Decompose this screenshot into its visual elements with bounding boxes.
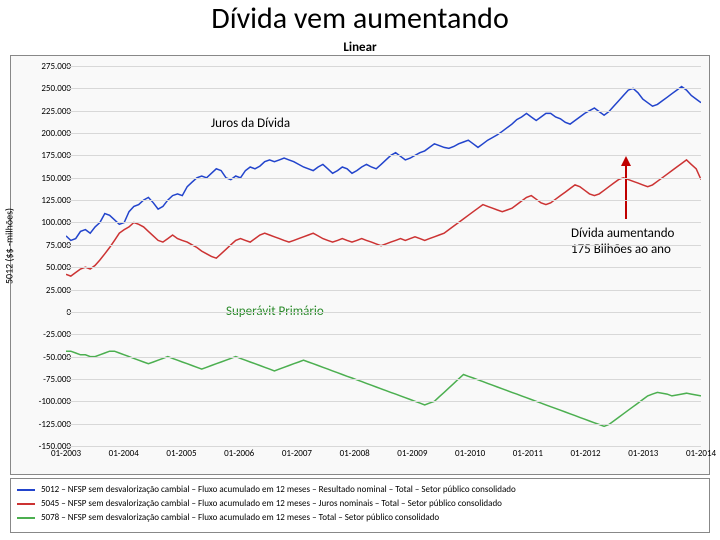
x-tick-label: 01-2003 — [51, 448, 81, 459]
y-tick-label: 175.000 — [21, 150, 71, 161]
y-tick-label: -100.000 — [21, 396, 71, 407]
x-tick-label: 01-2013 — [628, 448, 658, 459]
arrow-line — [625, 164, 627, 219]
page-title: Dívida vem aumentando — [0, 0, 720, 37]
gridline — [66, 155, 701, 156]
gridline — [66, 312, 701, 313]
legend-text: 5045 – NFSP sem desvalorização cambial –… — [41, 497, 502, 511]
y-tick-label: 100.000 — [21, 217, 71, 228]
chart-area: 5012 ($$ -milhões) Juros da Dívida Super… — [10, 55, 710, 475]
x-tick-label: 01-2004 — [109, 448, 139, 459]
gridline — [66, 446, 701, 447]
gridline — [66, 290, 701, 291]
x-tick-label: 01-2006 — [224, 448, 254, 459]
gridline — [66, 334, 701, 335]
y-tick-label: 200.000 — [21, 128, 71, 139]
x-tick-label: 01-2012 — [570, 448, 600, 459]
legend-swatch-icon — [17, 503, 35, 505]
slide: Dívida vem aumentando Linear 5012 ($$ -m… — [0, 0, 720, 540]
y-axis-label: 5012 ($$ -milhões) — [3, 208, 16, 284]
legend-swatch-icon — [17, 489, 35, 491]
legend-row: 5012 – NFSP sem desvalorização cambial –… — [17, 483, 703, 497]
legend: 5012 – NFSP sem desvalorização cambial –… — [10, 478, 710, 533]
legend-text: 5012 – NFSP sem desvalorização cambial –… — [41, 483, 516, 497]
y-tick-label: -125.000 — [21, 419, 71, 430]
arrow-head-icon — [621, 156, 631, 166]
y-tick-label: 275.000 — [21, 61, 71, 72]
legend-swatch-icon — [17, 517, 35, 519]
legend-row: 5078 – NFSP sem desvalorização cambial –… — [17, 511, 703, 525]
x-tick-label: 01-2010 — [455, 448, 485, 459]
y-tick-label: 150.000 — [21, 173, 71, 184]
gridline — [66, 424, 701, 425]
series-line-primario — [66, 351, 701, 426]
x-tick-label: 01-2005 — [166, 448, 196, 459]
gridline — [66, 267, 701, 268]
gridline — [66, 66, 701, 67]
gridline — [66, 222, 701, 223]
y-tick-label: 225.000 — [21, 106, 71, 117]
y-tick-label: -75.000 — [21, 374, 71, 385]
gridline — [66, 111, 701, 112]
x-tick-label: 01-2007 — [282, 448, 312, 459]
series-line-nominal — [66, 87, 701, 241]
annotation-divida: Dívida aumentando175 Bilhões ao ano — [571, 226, 674, 257]
gridline — [66, 200, 701, 201]
gridline — [66, 178, 701, 179]
gridline — [66, 379, 701, 380]
legend-row: 5045 – NFSP sem desvalorização cambial –… — [17, 497, 703, 511]
x-tick-label: 01-2008 — [340, 448, 370, 459]
y-tick-label: 50.000 — [21, 262, 71, 273]
x-tick-label: 01-2009 — [397, 448, 427, 459]
chart-subtitle: Linear — [0, 40, 720, 55]
x-tick-label: 01-2014 — [686, 448, 716, 459]
gridline — [66, 88, 701, 89]
y-tick-label: 25.000 — [21, 285, 71, 296]
y-tick-label: -50.000 — [21, 352, 71, 363]
y-tick-label: 250.000 — [21, 83, 71, 94]
gridline — [66, 245, 701, 246]
gridline — [66, 133, 701, 134]
legend-text: 5078 – NFSP sem desvalorização cambial –… — [41, 511, 439, 525]
gridline — [66, 401, 701, 402]
annotation-juros: Juros da Dívida — [211, 116, 290, 131]
y-tick-label: 0 — [21, 307, 71, 318]
y-tick-label: -25.000 — [21, 329, 71, 340]
y-tick-label: 125.000 — [21, 195, 71, 206]
x-tick-label: 01-2011 — [513, 448, 543, 459]
y-tick-label: 75.000 — [21, 240, 71, 251]
gridline — [66, 357, 701, 358]
